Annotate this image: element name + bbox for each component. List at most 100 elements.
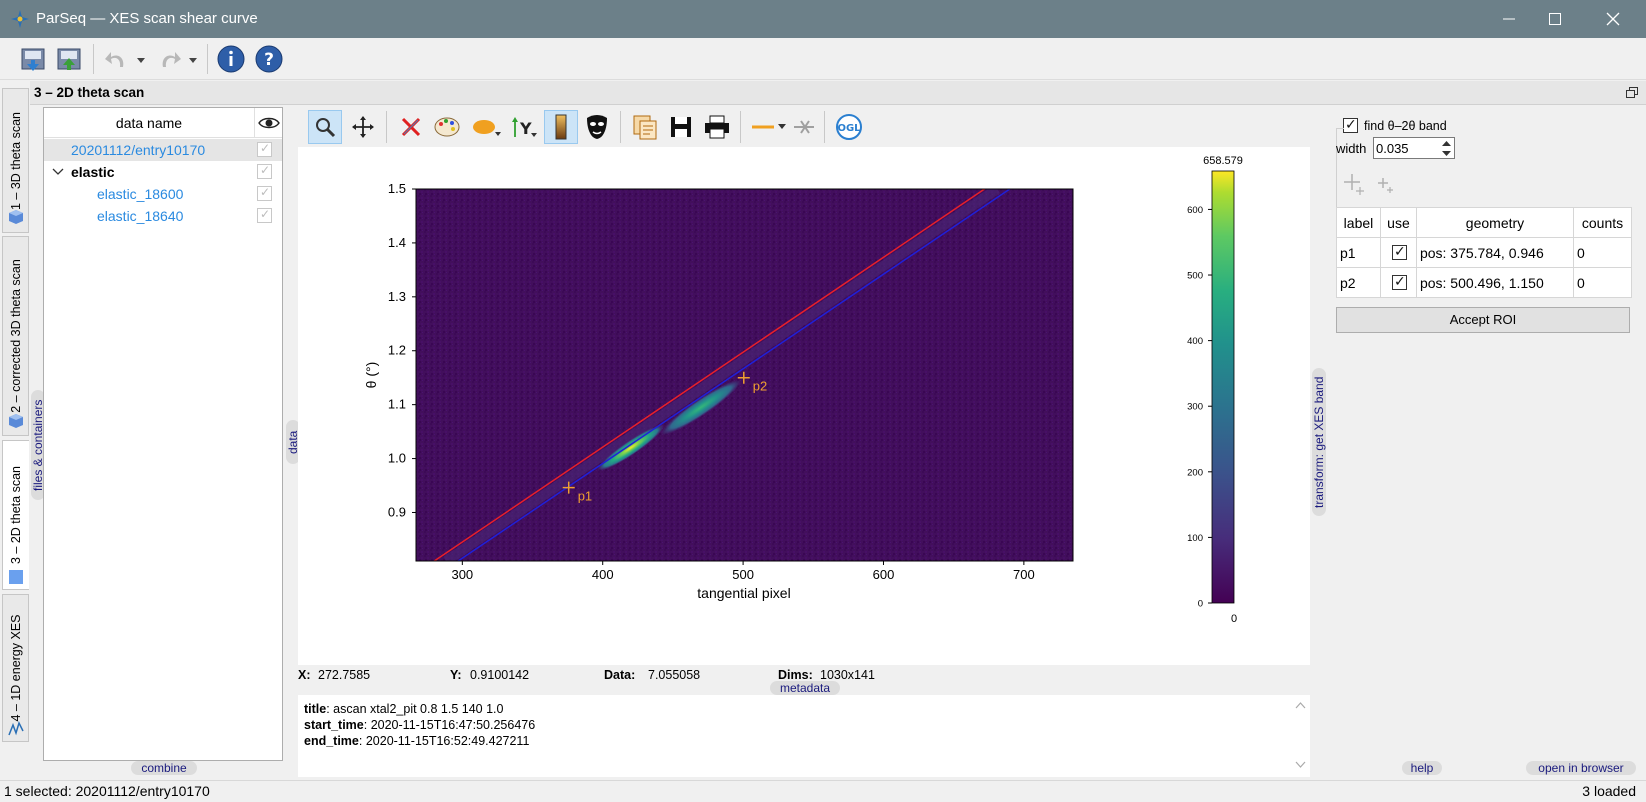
chevron-down-icon[interactable]	[52, 168, 64, 176]
redo-menu-button[interactable]	[186, 50, 200, 70]
opengl-button[interactable]: OGL	[832, 110, 866, 144]
profile-line-button[interactable]	[748, 110, 788, 144]
accept-roi-button[interactable]: Accept ROI	[1336, 307, 1630, 333]
heatmap-plot[interactable]: 300 400 500 600 700 0.9 1.0 1.1 1.2 1.3 1.4 1.5 p1…	[298, 147, 1310, 665]
transform-splitter[interactable]: transform: get XES band	[1312, 368, 1326, 516]
roi-geometry[interactable]: pos: 500.496, 1.150	[1415, 267, 1575, 298]
position-info: X: 272.7585 Y: 0.9100142 Data: 7.055058 …	[298, 667, 1310, 685]
node-title: 3 – 2D theta scan	[34, 85, 145, 100]
main-toolbar: ?	[0, 38, 1646, 80]
load-project-button[interactable]	[16, 42, 50, 76]
colorbar-toggle-button[interactable]	[544, 110, 578, 144]
col-use[interactable]: use	[1379, 207, 1417, 238]
opengl-icon: OGL	[836, 114, 862, 140]
tab-3d-theta-scan[interactable]: 1 – 3D theta scan	[2, 88, 29, 233]
metadata-scrollbar[interactable]	[1291, 695, 1310, 777]
help-icon: ?	[255, 45, 283, 73]
metadata-start-row: start_time: 2020-11-15T16:47:50.256476	[304, 717, 1285, 733]
tree-item-elastic-18600[interactable]: elastic_18600	[44, 183, 282, 205]
draw-shape-button[interactable]	[466, 110, 506, 144]
y-axis-options-button[interactable]: Y	[506, 110, 542, 144]
scroll-down-icon[interactable]	[1295, 761, 1306, 769]
find-band-label: find θ–2θ band	[1364, 119, 1447, 133]
tab-1d-energy-xes[interactable]: 4 – 1D energy XES	[2, 594, 29, 742]
add-small-point-icon[interactable]	[1376, 176, 1396, 196]
y-axis: 0.9 1.0 1.1 1.2 1.3 1.4 1.5	[388, 181, 416, 519]
width-input[interactable]	[1376, 140, 1438, 156]
find-band-checkbox[interactable]	[1343, 116, 1358, 133]
tab-corrected-3d-theta-scan[interactable]: 2 – corrected 3D theta scan	[2, 236, 29, 436]
spin-down-icon[interactable]	[1440, 149, 1453, 158]
roi-row-p1[interactable]: p1 pos: 375.784, 0.946 0	[1336, 237, 1632, 268]
roi-row-p2[interactable]: p2 pos: 500.496, 1.150 0	[1336, 267, 1632, 298]
y-value: 0.9100142	[470, 668, 530, 682]
undock-icon[interactable]	[1626, 87, 1638, 99]
copy-button[interactable]	[628, 110, 662, 144]
data-name-header[interactable]: data name	[115, 115, 183, 131]
spin-up-icon[interactable]	[1440, 139, 1453, 148]
colorbar-tick-label: 400	[1187, 336, 1203, 347]
maximize-button[interactable]	[1532, 0, 1578, 38]
roi-label[interactable]: p2	[1336, 267, 1381, 298]
tree-item-entry10170[interactable]: 20201112/entry10170	[44, 139, 282, 161]
y-tick-label: 0.9	[388, 504, 406, 519]
roi-counts[interactable]: 0	[1573, 237, 1632, 268]
minimize-button[interactable]	[1486, 0, 1532, 38]
y-tick-label: 1.1	[388, 397, 406, 412]
help-button[interactable]: ?	[252, 42, 286, 76]
help-splitter[interactable]: help	[1402, 761, 1442, 775]
metadata-key: title	[304, 702, 327, 716]
combine-splitter[interactable]: combine	[131, 761, 197, 775]
visibility-checkbox[interactable]	[257, 163, 272, 179]
y-axis-label: θ (°)	[363, 362, 379, 389]
pan-icon	[352, 116, 374, 138]
col-label[interactable]: label	[1336, 207, 1381, 238]
mask-icon	[587, 115, 607, 139]
x-value: 272.7585	[318, 668, 371, 682]
roi-use-checkbox[interactable]	[1391, 243, 1407, 260]
print-icon	[705, 115, 729, 139]
width-spinbox[interactable]	[1373, 137, 1455, 159]
clear-profile-button[interactable]	[790, 110, 818, 144]
metadata-splitter[interactable]: metadata	[770, 681, 840, 695]
visibility-checkbox[interactable]	[257, 141, 272, 157]
pan-mode-button[interactable]	[346, 110, 380, 144]
tab-2d-theta-scan[interactable]: 3 – 2D theta scan	[2, 440, 29, 590]
open-in-browser-splitter[interactable]: open in browser	[1526, 761, 1636, 775]
parseq-logo-icon	[11, 10, 29, 28]
colorbar	[1211, 170, 1235, 604]
tree-group-elastic[interactable]: elastic	[44, 161, 282, 183]
undo-button[interactable]	[100, 42, 134, 76]
visibility-checkbox[interactable]	[257, 207, 272, 223]
mask-tool-button[interactable]	[580, 110, 614, 144]
metadata-panel[interactable]: title: ascan xtal2_pit 0.8 1.5 140 1.0 s…	[298, 695, 1291, 777]
reset-zoom-button[interactable]	[394, 110, 428, 144]
roi-label[interactable]: p1	[1336, 237, 1381, 268]
roi-point-p2	[737, 371, 750, 384]
save-plot-button[interactable]	[664, 110, 698, 144]
close-button[interactable]	[1590, 0, 1636, 38]
undo-menu-button[interactable]	[134, 50, 148, 70]
tree-item-elastic-18640[interactable]: elastic_18640	[44, 205, 282, 227]
redo-button[interactable]	[152, 42, 186, 76]
image-icon	[9, 570, 23, 584]
scroll-up-icon[interactable]	[1295, 701, 1306, 709]
plot-toolbar: Y OGL	[298, 107, 1253, 147]
col-geometry[interactable]: geometry	[1415, 207, 1575, 238]
visibility-checkbox[interactable]	[257, 185, 272, 201]
roi-use-checkbox[interactable]	[1391, 273, 1407, 290]
roi-markers[interactable]: p1 p2	[562, 371, 768, 504]
roi-counts[interactable]: 0	[1573, 267, 1632, 298]
save-project-button[interactable]	[52, 42, 86, 76]
colormap-button[interactable]	[430, 110, 464, 144]
col-counts[interactable]: counts	[1573, 207, 1632, 238]
clear-profile-icon	[794, 120, 814, 134]
window-title: ParSeq — XES scan shear curve	[36, 10, 258, 27]
visibility-header[interactable]	[254, 108, 282, 138]
zoom-mode-button[interactable]	[308, 110, 342, 144]
tab-label: 1 – 3D theta scan	[8, 111, 23, 210]
print-button[interactable]	[700, 110, 734, 144]
add-point-icon[interactable]	[1342, 172, 1366, 196]
about-button[interactable]	[214, 42, 248, 76]
roi-geometry[interactable]: pos: 375.784, 0.946	[1415, 237, 1575, 268]
